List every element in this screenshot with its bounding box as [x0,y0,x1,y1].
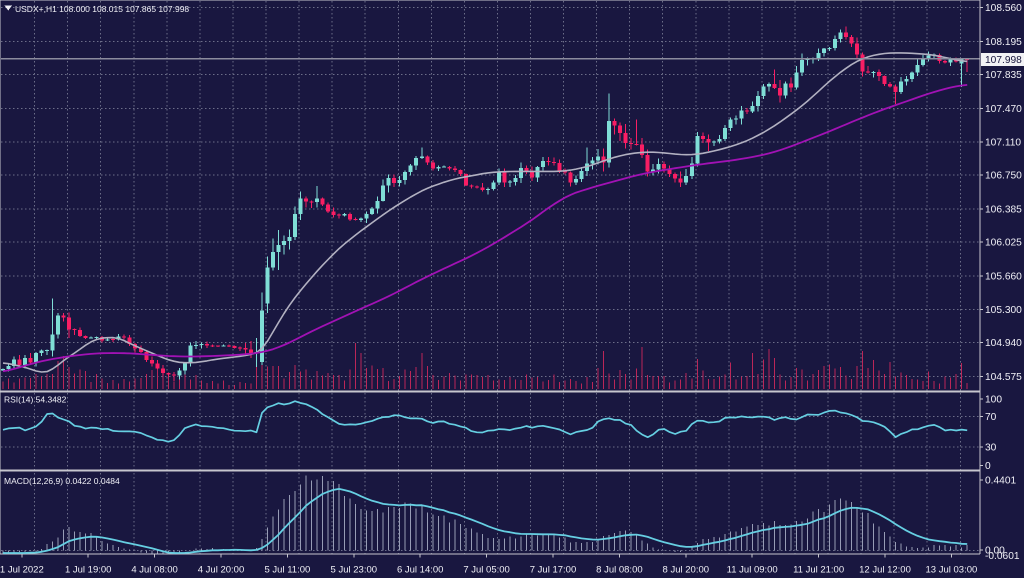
svg-text:108.560: 108.560 [985,3,1022,14]
svg-text:RSI(14) 54.3482: RSI(14) 54.3482 [4,395,67,405]
svg-text:11 Jul 09:00: 11 Jul 09:00 [727,564,778,575]
svg-text:11 Jul 21:00: 11 Jul 21:00 [793,564,844,575]
svg-text:30: 30 [985,443,997,454]
svg-text:7 Jul 05:00: 7 Jul 05:00 [463,564,509,575]
svg-text:107.470: 107.470 [985,104,1022,115]
svg-text:106.385: 106.385 [985,204,1022,215]
svg-text:0.00: 0.00 [985,546,1005,557]
svg-text:100: 100 [985,395,1002,406]
svg-text:104.575: 104.575 [985,372,1022,383]
svg-text:4 Jul 20:00: 4 Jul 20:00 [198,564,244,575]
svg-text:0: 0 [985,461,991,472]
svg-text:13 Jul 03:00: 13 Jul 03:00 [926,564,978,575]
svg-text:104.940: 104.940 [985,338,1022,349]
svg-text:1 Jul 19:00: 1 Jul 19:00 [65,564,111,575]
svg-text:107.835: 107.835 [985,70,1022,81]
svg-text:106.025: 106.025 [985,238,1022,249]
svg-text:108.195: 108.195 [985,37,1022,48]
svg-text:1 Jul 2022: 1 Jul 2022 [0,564,44,575]
svg-text:-0.0601: -0.0601 [985,551,1020,562]
svg-text:107.110: 107.110 [985,137,1021,148]
svg-text:70: 70 [985,412,997,423]
svg-text:MACD(12,26,9) 0.0422 0.0484: MACD(12,26,9) 0.0422 0.0484 [4,476,120,486]
svg-text:USDX+,H1 108.000 108.015 107: USDX+,H1 108.000 108.015 107.865 107.998 [15,4,189,14]
svg-text:0.4401: 0.4401 [985,476,1016,487]
svg-text:5 Jul 11:00: 5 Jul 11:00 [265,564,311,575]
svg-text:6 Jul 14:00: 6 Jul 14:00 [397,564,443,575]
svg-text:106.750: 106.750 [985,171,1022,182]
svg-text:107.998: 107.998 [985,55,1022,66]
svg-text:12 Jul 12:00: 12 Jul 12:00 [859,564,911,575]
svg-text:105.300: 105.300 [985,305,1022,316]
svg-text:7 Jul 17:00: 7 Jul 17:00 [530,564,576,575]
svg-text:8 Jul 08:00: 8 Jul 08:00 [596,564,642,575]
svg-text:4 Jul 08:00: 4 Jul 08:00 [131,564,177,575]
svg-text:105.660: 105.660 [985,272,1022,283]
svg-text:8 Jul 20:00: 8 Jul 20:00 [663,564,709,575]
svg-text:5 Jul 23:00: 5 Jul 23:00 [331,564,377,575]
